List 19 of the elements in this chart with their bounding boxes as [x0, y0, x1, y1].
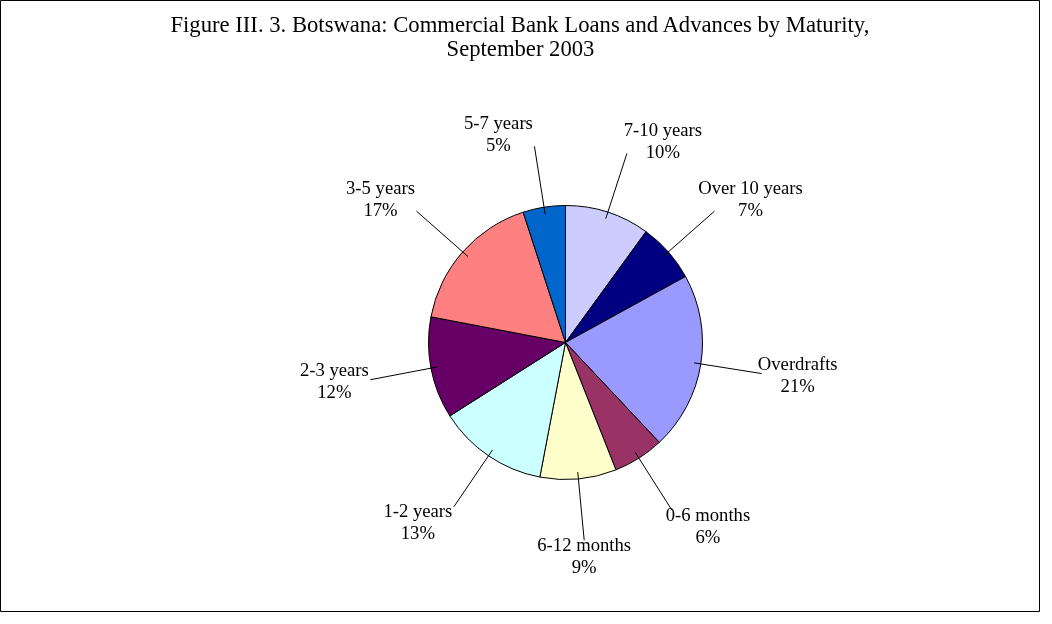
- slice-label: Overdrafts: [757, 353, 838, 375]
- data-label: 17%: [363, 198, 398, 220]
- slice-label: 7-10 years: [623, 119, 703, 141]
- slice-label: 5-7 years: [463, 111, 533, 133]
- slice-label: 6-12 months: [537, 533, 632, 555]
- slice-label: 2-3 years: [299, 359, 369, 381]
- data-label: 6%: [695, 525, 721, 547]
- slice-label: 0-6 months: [665, 503, 751, 525]
- data-label: 13%: [400, 522, 435, 544]
- data-label: 9%: [571, 555, 597, 577]
- data-label: 5%: [485, 133, 511, 155]
- data-label: 10%: [645, 141, 680, 163]
- data-label: 7%: [738, 198, 763, 220]
- chart-title: Figure III. 3. Botswana: Commercial Bank Loans and Advances by Maturity, September 2003: [170, 12, 870, 61]
- data-label: 21%: [780, 375, 815, 397]
- slice-label: 1-2 years: [383, 500, 453, 522]
- data-label: 12%: [317, 381, 352, 403]
- slice-label: Over 10 years: [698, 176, 803, 198]
- slice-label: 3-5 years: [346, 176, 415, 198]
